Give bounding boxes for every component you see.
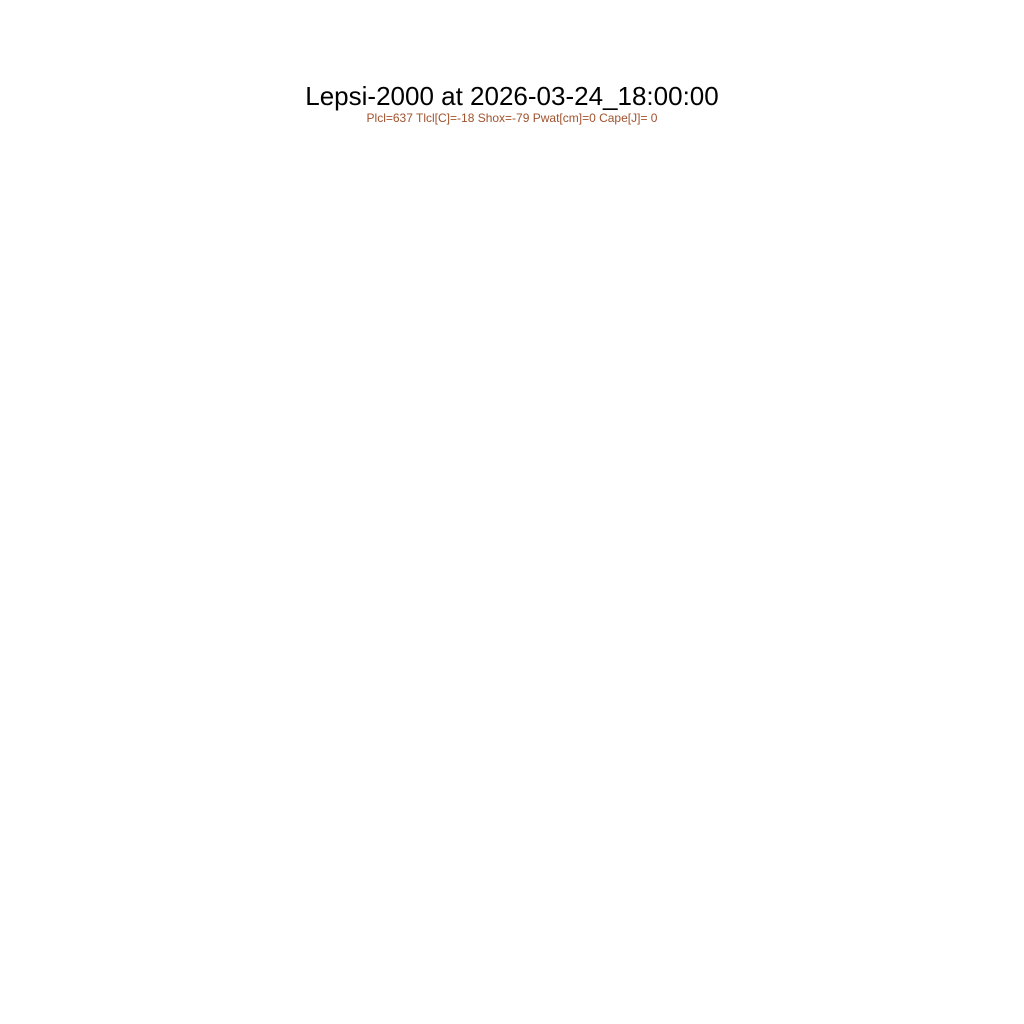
svg-text:Plcl=637 Tlcl[C]=-18 Shox=-79: Plcl=637 Tlcl[C]=-18 Shox=-79 Pwat[cm]=0… — [367, 111, 658, 125]
svg-text:Lepsi-2000 at 2026-03-24_18:00: Lepsi-2000 at 2026-03-24_18:00:00 — [305, 81, 718, 111]
